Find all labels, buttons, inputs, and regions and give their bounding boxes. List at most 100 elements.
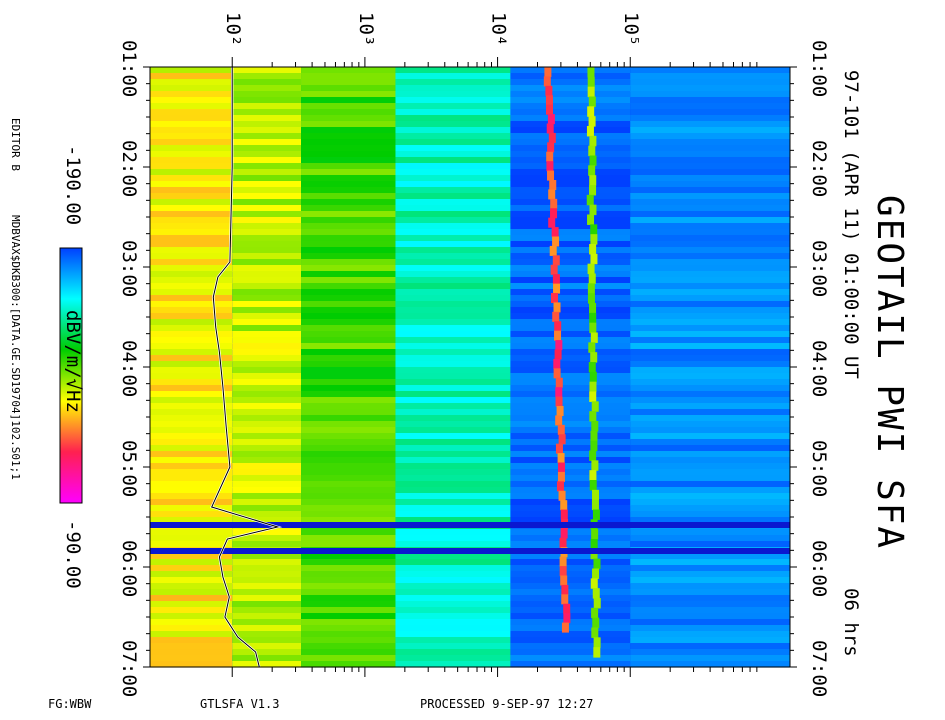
- heatmap-cell: [150, 613, 233, 620]
- heatmap-cell: [301, 331, 396, 338]
- emission-line-segment: [555, 340, 563, 351]
- heatmap-cell: [301, 649, 396, 656]
- emission-line-segment: [588, 342, 596, 353]
- heatmap-cell: [510, 559, 631, 566]
- freq-tick-label: 10⁴: [487, 12, 510, 47]
- heatmap-cell: [150, 451, 233, 458]
- heatmap-cell: [395, 391, 511, 398]
- heatmap-cell: [630, 313, 790, 320]
- heatmap-cell: [232, 223, 302, 230]
- emission-line-segment: [560, 528, 568, 539]
- emission-line-segment: [551, 293, 559, 304]
- heatmap-cell: [630, 517, 790, 524]
- heatmap-cell: [150, 307, 233, 314]
- heatmap-cell: [510, 541, 631, 548]
- heatmap-cell: [395, 67, 511, 74]
- heatmap-cell: [301, 253, 396, 260]
- emission-line-segment: [558, 434, 566, 445]
- heatmap-cell: [301, 487, 396, 494]
- heatmap-cell: [301, 307, 396, 314]
- heatmap-cell: [232, 655, 302, 662]
- heatmap-cell: [150, 577, 233, 584]
- heatmap-cell: [150, 181, 233, 188]
- heatmap-cell: [630, 67, 790, 74]
- heatmap-cell: [395, 589, 511, 596]
- emission-line-segment: [589, 244, 597, 255]
- heatmap-cell: [510, 337, 631, 344]
- emission-line-segment: [549, 245, 557, 256]
- heatmap-cell: [395, 265, 511, 272]
- heatmap-cell: [150, 385, 233, 392]
- heatmap-cell: [630, 217, 790, 224]
- heatmap-cell: [232, 301, 302, 308]
- heatmap-cell: [630, 331, 790, 338]
- emission-line-segment: [588, 165, 596, 176]
- heatmap-cell: [301, 427, 396, 434]
- heatmap-cell: [150, 601, 233, 608]
- heatmap-cell: [150, 403, 233, 410]
- heatmap-cell: [301, 553, 396, 560]
- heatmap-cell: [301, 73, 396, 80]
- heatmap-cell: [232, 295, 302, 302]
- heatmap-cell: [510, 373, 631, 380]
- heatmap-cell: [301, 409, 396, 416]
- heatmap-cell: [232, 505, 302, 512]
- heatmap-cell: [510, 295, 631, 302]
- heatmap-cell: [150, 445, 233, 452]
- time-tick-label-right: 04:00: [808, 340, 830, 398]
- heatmap-cell: [510, 535, 631, 542]
- heatmap-cell: [630, 97, 790, 104]
- heatmap-cell: [395, 487, 511, 494]
- heatmap-cell: [232, 457, 302, 464]
- heatmap-cell: [630, 73, 790, 80]
- white-trace-line: [211, 67, 280, 668]
- heatmap-cell: [630, 427, 790, 434]
- emission-line-segment: [555, 415, 563, 426]
- heatmap-cell: [630, 157, 790, 164]
- heatmap-cell: [510, 283, 631, 290]
- heatmap-cell: [510, 391, 631, 398]
- heatmap-cell: [232, 607, 302, 614]
- heatmap-cell: [510, 505, 631, 512]
- heatmap-cell: [150, 583, 233, 590]
- heatmap-cell: [395, 115, 511, 122]
- footer-processed: PROCESSED 9-SEP-97 12:27: [420, 697, 594, 711]
- heatmap-cell: [150, 397, 233, 404]
- heatmap-cell: [232, 181, 302, 188]
- heatmap-cell: [510, 607, 631, 614]
- heatmap-cell: [232, 307, 302, 314]
- heatmap-cell: [395, 229, 511, 236]
- heatmap-cell: [510, 529, 631, 536]
- heatmap-cell: [232, 145, 302, 152]
- heatmap-cell: [150, 589, 233, 596]
- emission-line-segment: [549, 180, 557, 191]
- time-tick-label-right: 07:00: [808, 640, 830, 698]
- emission-line-segment: [592, 489, 600, 501]
- heatmap-cell: [232, 283, 302, 290]
- heatmap-cell: [301, 433, 396, 440]
- heatmap-cell: [630, 373, 790, 380]
- heatmap-cell: [150, 517, 233, 524]
- heatmap-cell: [510, 253, 631, 260]
- emission-line-segment: [586, 126, 594, 137]
- heatmap-cell: [510, 121, 631, 128]
- emission-line-segment: [563, 603, 571, 614]
- heatmap-cell: [395, 205, 511, 212]
- heatmap-cell: [301, 313, 396, 320]
- file-path-label: MDBVAX$DKB300:[DATA.GE.SD19704]102.S01;1: [9, 215, 22, 480]
- emission-line-segment: [552, 236, 560, 247]
- heatmap-cell: [301, 541, 396, 548]
- heatmap-cell: [150, 103, 233, 110]
- heatmap-cell: [395, 553, 511, 560]
- heatmap-cell: [301, 211, 396, 218]
- heatmap-cell: [150, 259, 233, 266]
- heatmap-cell: [510, 379, 631, 386]
- heatmap-cell: [395, 577, 511, 584]
- heatmap-cell: [301, 601, 396, 608]
- heatmap-cell: [232, 463, 302, 470]
- heatmap-cell: [630, 199, 790, 206]
- emission-line-segment: [587, 293, 595, 304]
- heatmap-cell: [232, 595, 302, 602]
- emission-line-segment: [563, 613, 571, 624]
- heatmap-cell: [630, 325, 790, 332]
